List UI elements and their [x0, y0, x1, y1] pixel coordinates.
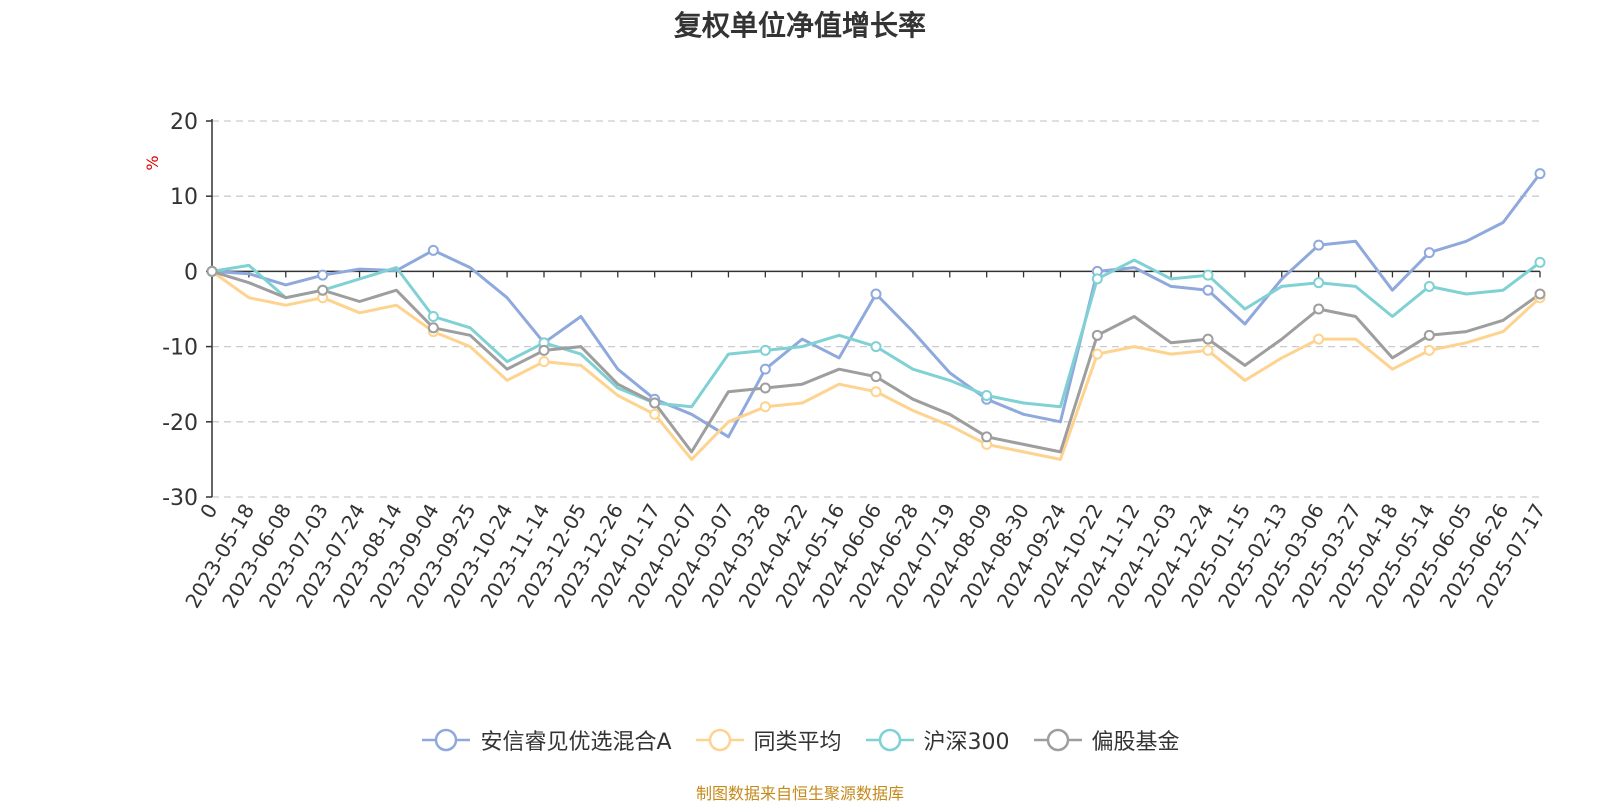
series-line-2: [211, 270, 1542, 461]
y-tick-label: -20: [162, 411, 198, 436]
y-tick-label: -10: [162, 336, 198, 361]
series-point: [1091, 329, 1103, 341]
series-point: [759, 382, 771, 394]
series-point: [981, 431, 993, 443]
series-point: [427, 311, 439, 323]
legend-label: 沪深300: [923, 730, 1010, 755]
y-tick-label: -30: [162, 486, 198, 511]
y-axis-label: %: [143, 155, 162, 170]
series-point: [1534, 256, 1546, 268]
y-tick-label: 20: [170, 110, 198, 135]
marker-layer: [206, 168, 1546, 450]
legend-label: 同类平均: [753, 730, 842, 755]
series-point: [981, 389, 993, 401]
legend-marker-icon: [422, 728, 471, 752]
series-point: [206, 265, 218, 277]
legend-marker-icon: [695, 728, 744, 752]
series-point: [1423, 329, 1435, 341]
series-point: [649, 408, 661, 420]
series-point: [870, 386, 882, 398]
series-point: [870, 288, 882, 300]
series-point: [759, 344, 771, 356]
series-point: [759, 401, 771, 413]
series-point: [1202, 333, 1214, 345]
series-point: [1313, 239, 1325, 251]
series-point: [649, 397, 661, 409]
series-point: [1313, 333, 1325, 345]
series-point: [1202, 269, 1214, 281]
series-layer: [211, 172, 1542, 461]
axis-layer: 20100-10-20-30%02023-05-182023-06-082023…: [143, 110, 1550, 612]
y-tick-label: 10: [170, 185, 198, 210]
series-point: [317, 269, 329, 281]
series-point: [1091, 273, 1103, 285]
series-point: [759, 363, 771, 375]
grid-layer: [212, 120, 1540, 498]
series-line-3: [211, 258, 1541, 409]
series-point: [1091, 348, 1103, 360]
legend-item[interactable]: 沪深300: [864, 724, 1010, 756]
legend-label: 安信睿见优选混合A: [480, 730, 672, 755]
series-point: [1534, 168, 1546, 180]
series-point: [538, 356, 550, 368]
legend-item[interactable]: 偏股基金: [1032, 724, 1180, 756]
series-point: [1313, 303, 1325, 315]
series-point: [870, 371, 882, 383]
legend-label: 偏股基金: [1091, 730, 1180, 755]
series-point: [870, 341, 882, 353]
legend-item[interactable]: 同类平均: [694, 724, 842, 756]
legend: 安信睿见优选混合A 同类平均 沪深300 偏股基金: [0, 724, 1600, 756]
series-point: [1423, 247, 1435, 259]
legend-item[interactable]: 安信睿见优选混合A: [420, 724, 672, 756]
series-point: [427, 322, 439, 334]
series-point: [1534, 288, 1546, 300]
legend-marker-icon: [865, 728, 914, 752]
series-point: [1202, 284, 1214, 296]
series-point: [317, 284, 329, 296]
series-point: [1313, 277, 1325, 289]
legend-marker-icon: [1033, 728, 1082, 752]
source-note: 制图数据来自恒生聚源数据库: [695, 784, 904, 803]
series-point: [1423, 280, 1435, 292]
series-point: [1202, 344, 1214, 356]
chart-title: 复权单位净值增长率: [673, 9, 926, 42]
x-tick-label: 0: [195, 500, 222, 523]
series-point: [538, 344, 550, 356]
y-tick-label: 0: [184, 260, 198, 285]
series-point: [427, 244, 439, 256]
series-point: [1423, 344, 1435, 356]
